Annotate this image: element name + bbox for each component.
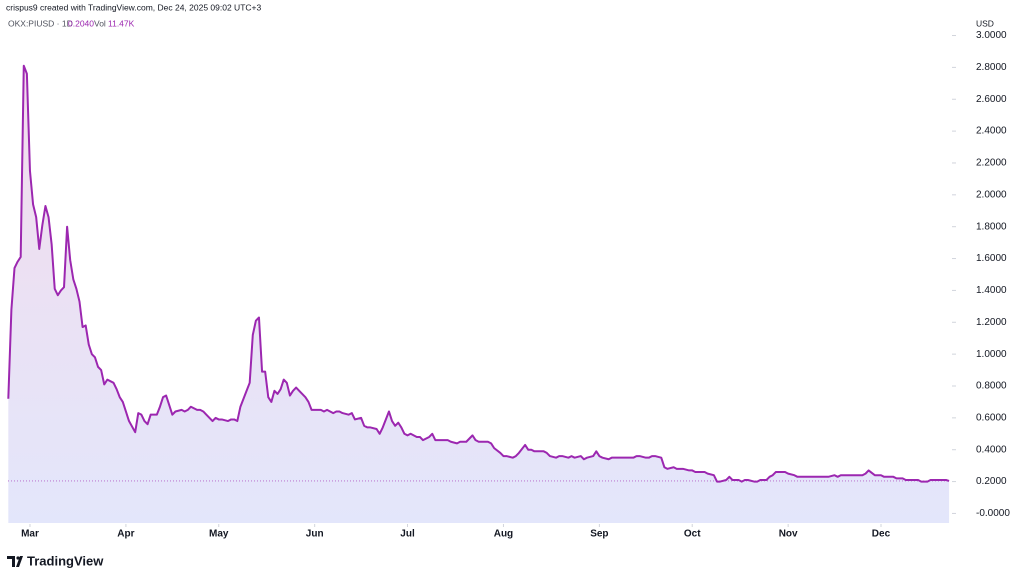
x-tick-label: Aug [494, 529, 513, 540]
y-tick-label: -0.0000 [976, 508, 1010, 519]
y-tick-label: 2.8000 [976, 62, 1007, 73]
y-tick-label: 3.0000 [976, 30, 1007, 41]
y-tick-label: 1.2000 [976, 317, 1007, 328]
y-tick-label: 0.4000 [976, 444, 1007, 455]
header: crispus9 created with TradingView.com, D… [6, 2, 261, 12]
legend-symbol: OKX:PIUSD · 1D [8, 18, 73, 28]
x-tick-label: May [209, 529, 229, 540]
y-tick-label: 1.6000 [976, 253, 1007, 264]
y-tick-label: 1.4000 [976, 285, 1007, 296]
y-tick-label: 1.8000 [976, 221, 1007, 232]
logo-icon [7, 556, 23, 567]
y-tick-label: 1.0000 [976, 349, 1007, 360]
y-tick-label: 0.8000 [976, 381, 1007, 392]
y-tick-label: 2.4000 [976, 126, 1007, 137]
x-tick-label: Apr [117, 529, 134, 540]
area-fill [8, 65, 950, 523]
x-tick-label: Nov [779, 529, 798, 540]
y-tick-label: 0.2000 [976, 476, 1007, 487]
x-tick-label: Jul [400, 529, 415, 540]
plot-area: -0.0000 0.2000 0.4000 0.6000 0.8000 1.0000 1.2… [7, 30, 1010, 540]
legend-volume-label: Vol [94, 18, 106, 28]
legend-last: 0.2040 [68, 18, 94, 28]
y-tick-label: 2.2000 [976, 158, 1007, 169]
y-unit: USD [976, 18, 994, 28]
x-tick-label: Sep [590, 529, 608, 540]
x-tick-label: Jun [306, 529, 324, 540]
brand-logo: TradingView [7, 553, 104, 568]
x-tick-label: Oct [684, 529, 701, 540]
y-tick-label: 0.6000 [976, 412, 1007, 423]
x-tick-label: Mar [21, 529, 39, 540]
legend-volume: 11.47K [108, 18, 135, 28]
y-tick-label: 2.6000 [976, 94, 1007, 105]
y-tick-label: 2.0000 [976, 189, 1007, 200]
x-tick-label: Dec [872, 529, 891, 540]
legend: OKX:PIUSD · 1D 0.2040 Vol 11.47K [8, 18, 135, 28]
logo-dot [16, 556, 20, 560]
price-line [7, 64, 950, 483]
brand-name: TradingView [27, 553, 104, 568]
